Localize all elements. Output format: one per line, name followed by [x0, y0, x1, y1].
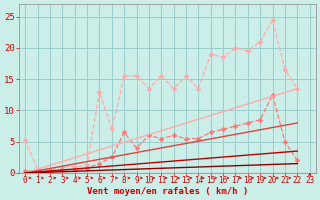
- X-axis label: Vent moyen/en rafales ( km/h ): Vent moyen/en rafales ( km/h ): [87, 187, 248, 196]
